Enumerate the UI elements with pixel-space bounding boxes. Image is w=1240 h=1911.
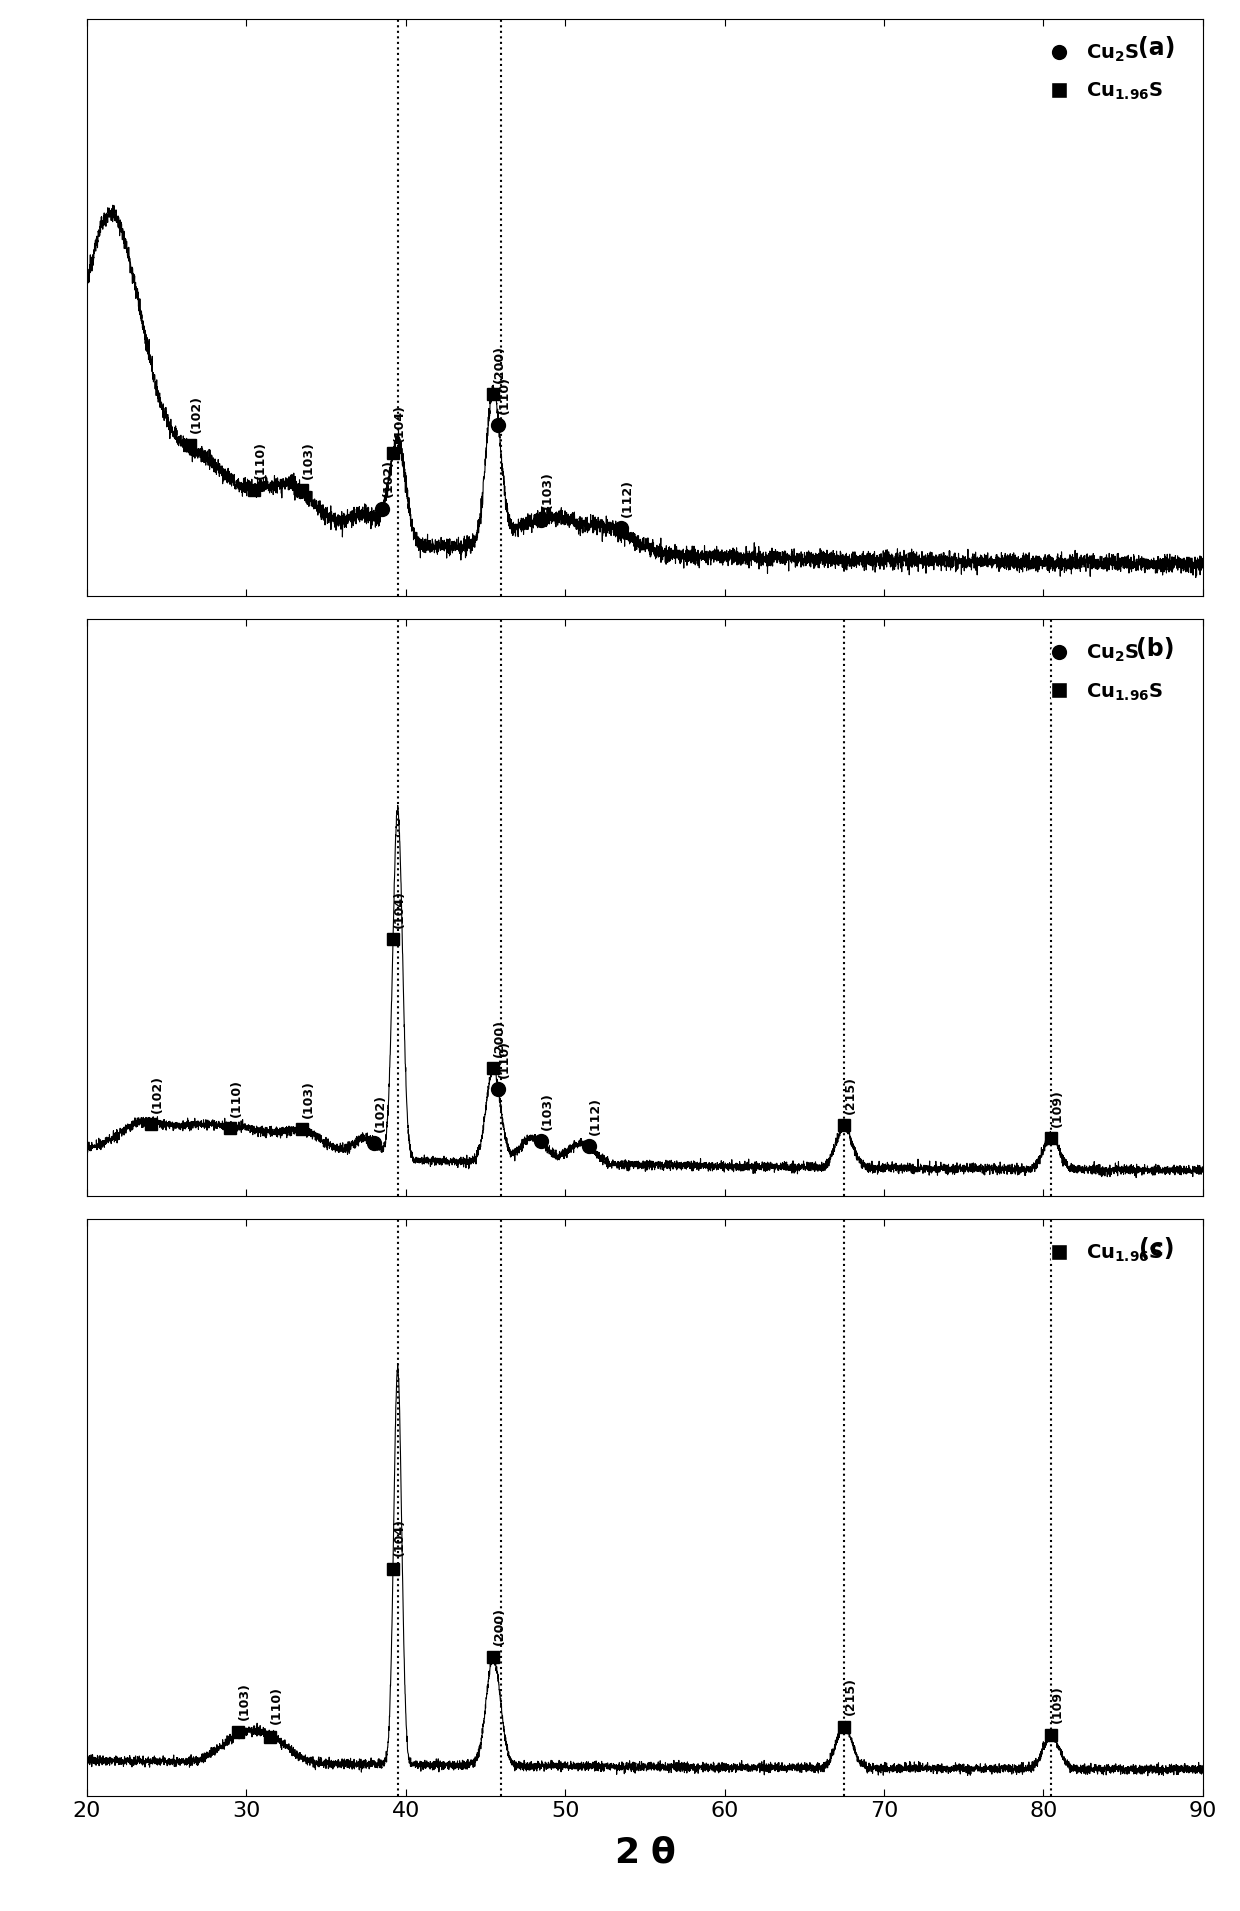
Text: (103): (103) — [541, 1093, 554, 1129]
X-axis label: $\mathbf{2\ \theta}$: $\mathbf{2\ \theta}$ — [614, 1835, 676, 1869]
Text: (200): (200) — [494, 1019, 506, 1057]
Text: (103): (103) — [301, 441, 315, 478]
Text: (200): (200) — [494, 346, 506, 382]
Text: (109): (109) — [1052, 1089, 1064, 1127]
Text: (109): (109) — [1052, 1686, 1064, 1724]
Legend: $\mathbf{Cu_{1.96}S}$: $\mathbf{Cu_{1.96}S}$ — [1032, 1235, 1171, 1271]
Text: (215): (215) — [844, 1076, 857, 1114]
Text: (104): (104) — [393, 891, 405, 929]
Text: (103): (103) — [541, 472, 554, 508]
Text: (b): (b) — [1136, 636, 1174, 661]
Text: (102): (102) — [190, 396, 203, 434]
Text: (104): (104) — [393, 1517, 405, 1556]
Text: (103): (103) — [301, 1080, 315, 1118]
Text: (200): (200) — [494, 1607, 506, 1645]
Text: (102): (102) — [373, 1093, 387, 1131]
Legend: $\mathbf{Cu_2S}$, $\mathbf{Cu_{1.96}S}$: $\mathbf{Cu_2S}$, $\mathbf{Cu_{1.96}S}$ — [1032, 34, 1171, 111]
Text: (110): (110) — [498, 376, 511, 415]
Text: (c): (c) — [1140, 1236, 1174, 1261]
Text: (110): (110) — [231, 1080, 243, 1118]
Text: (112): (112) — [621, 480, 634, 516]
Text: (103): (103) — [238, 1682, 252, 1720]
Text: (110): (110) — [270, 1687, 283, 1724]
Legend: $\mathbf{Cu_2S}$, $\mathbf{Cu_{1.96}S}$: $\mathbf{Cu_2S}$, $\mathbf{Cu_{1.96}S}$ — [1032, 634, 1171, 711]
Text: (215): (215) — [844, 1678, 857, 1714]
Text: (102): (102) — [150, 1074, 164, 1112]
Text: (104): (104) — [393, 403, 405, 441]
Text: (a): (a) — [1137, 36, 1174, 61]
Text: (112): (112) — [589, 1097, 601, 1135]
Text: (102): (102) — [382, 459, 394, 497]
Text: (110): (110) — [254, 441, 267, 480]
Text: (110): (110) — [498, 1040, 511, 1078]
